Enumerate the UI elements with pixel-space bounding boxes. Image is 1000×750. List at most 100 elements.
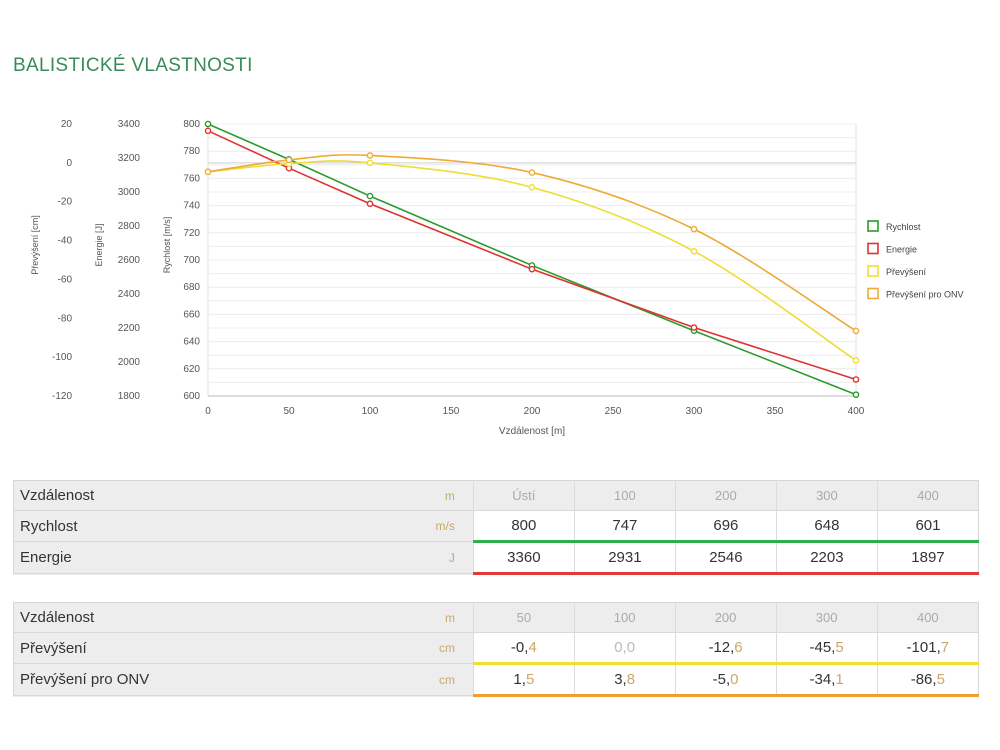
drop-tick-label: -40 [58,236,73,247]
header-cell: 200 [674,602,777,633]
data-point [366,200,374,208]
value-cell: -0,4 [472,632,575,665]
legend-swatch [867,220,879,232]
vel-tick-label: 780 [183,146,200,157]
energy-tick-label: 3000 [118,187,141,198]
value-cell: -101,7 [876,632,979,665]
drop-tick-label: -100 [52,352,72,363]
legend-label: Převýšení [886,267,927,277]
value-cell: 2546 [674,541,777,575]
value-cell: 1,5 [472,663,575,697]
row-label: Energie [13,541,416,574]
data-point [852,357,860,364]
header-cell: 100 [573,602,675,633]
table-row: Energie J 3360 2931 2546 2203 1897 [13,541,979,575]
vel-tick-label: 760 [183,173,200,184]
energy-tick-label: 2200 [118,323,141,334]
legend-label: Převýšení pro ONV [886,290,964,300]
row-unit: m/s [415,510,474,542]
page-title: BALISTICKÉ VLASTNOSTI [13,55,253,76]
header-cell: 50 [472,602,575,633]
x-tick-label: 400 [848,406,865,417]
vel-tick-label: 800 [183,119,200,130]
value-cell: -12,6 [674,632,777,665]
legend-label: Rychlost [886,222,921,232]
energy-tick-label: 2600 [118,255,141,266]
data-point [204,127,212,135]
energy-tick-label: 2800 [118,221,141,232]
data-point [366,159,374,167]
row-unit: J [415,541,474,574]
vel-tick-label: 720 [183,228,200,239]
table-row: Převýšení pro ONV cm 1,5 3,8 -5,0 -34,1 -86,5 [13,663,979,697]
data-point [690,247,698,255]
data-point [204,168,212,176]
energy-tick-label: 1800 [118,391,141,402]
row-unit: cm [415,663,474,696]
value-cell: 648 [775,510,878,543]
value-cell: 2203 [775,541,878,575]
energy-tick-label: 2000 [118,357,141,368]
data-point [690,324,698,331]
legend-swatch [867,265,879,277]
vel-axis-title: Rychlost [m/s] [162,217,172,274]
vel-tick-label: 680 [183,282,200,293]
row-unit: cm [415,632,474,664]
table-row: Rychlost m/s 800 747 696 648 601 [13,510,979,543]
value-cell: 601 [876,510,979,543]
x-tick-label: 0 [205,406,211,417]
row-unit: m [415,602,474,633]
value-cell: 3360 [472,541,575,575]
header-cell: 200 [674,480,777,511]
value-cell: -86,5 [876,663,979,697]
data-point [852,327,860,335]
energy-tick-label: 3200 [118,153,141,164]
value-cell: -45,5 [775,632,878,665]
x-tick-label: 350 [767,406,784,417]
row-unit: m [415,480,474,511]
row-label: Převýšení pro ONV [13,663,416,696]
data-point [204,120,212,128]
energy-tick-label: 2400 [118,289,141,300]
energy-tick-label: 3400 [118,119,141,130]
vel-tick-label: 660 [183,309,200,320]
table-header-row: Vzdálenost m Ústí 100 200 300 400 [13,480,979,511]
vel-tick-label: 700 [183,255,200,266]
legend-label: Energie [886,245,917,255]
row-label: Rychlost [13,510,416,542]
value-cell: -5,0 [674,663,777,697]
table-row: Převýšení cm -0,4 0,0 -12,6 -45,5 -101,7 [13,632,979,665]
row-label: Vzdálenost [13,480,416,511]
table-header-row: Vzdálenost m 50 100 200 300 400 [13,602,979,633]
drop-axis-title: Převýšení [cm] [30,215,40,275]
value-cell: 800 [472,510,575,543]
data-point [852,391,860,398]
header-cell: 100 [573,480,676,511]
data-point [528,265,536,273]
drop-table: Vzdálenost m 50 100 200 300 400 Převýšení cm -0,4… [13,602,979,697]
data-point [366,192,374,200]
data-point [690,225,698,233]
velocity-energy-table: Vzdálenost m Ústí 100 200 300 400 Rychlost m/s 80… [13,480,979,575]
legend-swatch [867,242,879,255]
legend-swatch [867,287,879,300]
drop-tick-label: -20 [58,197,73,208]
data-point [285,156,293,164]
header-cell: 300 [775,602,878,633]
header-cell: 400 [876,480,979,511]
drop-tick-label: 20 [61,119,73,130]
x-tick-label: 200 [524,406,541,417]
drop-tick-label: -120 [52,391,72,402]
value-cell: 2931 [573,541,676,575]
header-cell: Ústí [472,480,575,511]
x-tick-label: 50 [283,406,295,417]
row-label: Převýšení [13,632,416,664]
value-cell: 696 [674,510,777,543]
vel-tick-label: 620 [183,364,200,375]
x-tick-label: 100 [362,406,379,417]
series-line-0 [207,123,857,396]
value-cell: 1897 [876,541,979,575]
x-axis-title: Vzdálenost [m] [499,426,565,437]
data-point [528,184,536,191]
vel-tick-label: 640 [183,337,200,348]
